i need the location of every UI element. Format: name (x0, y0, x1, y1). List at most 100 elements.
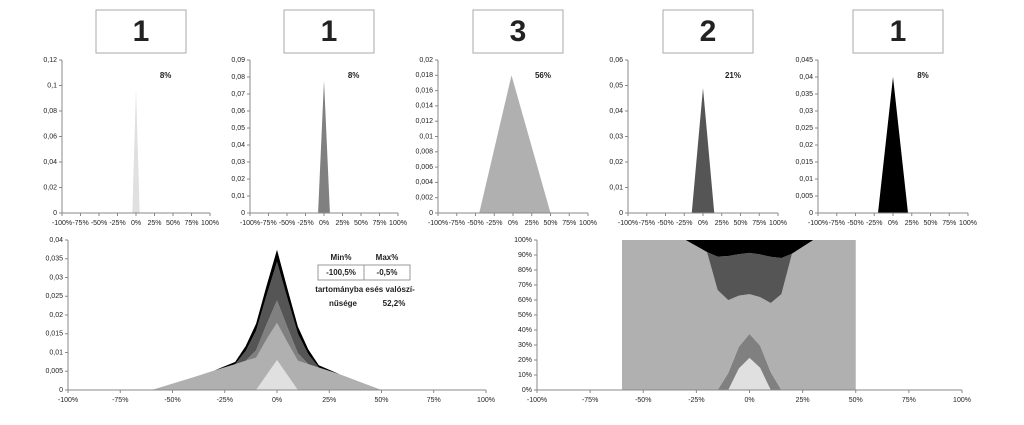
y-tick-label: 0,02 (609, 159, 623, 166)
y-tick-label: 0,04 (49, 237, 63, 244)
x-tick-label: 100% (769, 220, 787, 227)
x-tick-label: -25% (866, 220, 882, 227)
x-tick-label: -25% (486, 220, 502, 227)
y-tick-label: 10% (518, 372, 532, 379)
y-tick-label: 0,05 (609, 82, 623, 89)
x-tick-label: 100% (389, 220, 407, 227)
header-number: 2 (700, 15, 717, 48)
y-tick-label: 0,01 (49, 349, 63, 356)
annotation: 8% (160, 71, 172, 80)
y-tick-label: 0,06 (609, 57, 623, 64)
y-tick-label: 0,01 (419, 133, 433, 140)
y-tick-label: 0,08 (43, 108, 57, 115)
x-tick-label: -50% (279, 220, 295, 227)
header-number: 1 (321, 15, 338, 48)
x-tick-label: -50% (164, 397, 180, 404)
x-tick-label: 25% (905, 220, 919, 227)
x-tick-label: -25% (217, 397, 233, 404)
y-tick-label: 0,01 (609, 184, 623, 191)
annotation: 21% (725, 71, 741, 80)
y-tick-label: 0,005 (795, 193, 813, 200)
x-tick-label: 25% (715, 220, 729, 227)
x-tick-label: 100% (579, 220, 597, 227)
table-text: nűsége (329, 299, 358, 308)
x-tick-label: -50% (635, 397, 651, 404)
y-tick-label: 0,012 (415, 118, 433, 125)
table-text: tartományba esés valószí- (315, 285, 415, 294)
table-value: -0,5% (377, 268, 398, 277)
y-tick-label: 0,09 (231, 57, 245, 64)
y-tick-label: 0,03 (231, 159, 245, 166)
chart: 0 0,002 0,004 0,006 0,008 0,01 0,012 0,014 0,016… (415, 9, 597, 227)
annotation: 56% (535, 71, 551, 80)
table-value: -100,5% (326, 268, 356, 277)
x-tick-label: 50% (374, 397, 388, 404)
x-tick-label: -75% (260, 220, 276, 227)
x-tick-label: 0% (698, 220, 708, 227)
header-number: 1 (133, 15, 150, 48)
y-tick-label: 0,008 (415, 149, 433, 156)
x-tick-label: -50% (657, 220, 673, 227)
area (691, 88, 715, 213)
y-tick-label: 60% (518, 297, 532, 304)
y-tick-label: 0,045 (795, 57, 813, 64)
chart: 0% 10% 20% 30% 40% 50% 60% 70% 80% 90% 100% -100% -7… (514, 237, 971, 404)
x-tick-label: 25% (796, 397, 810, 404)
y-tick-label: 0,014 (415, 103, 433, 110)
y-tick-label: 0,08 (231, 74, 245, 81)
x-tick-label: -50% (91, 220, 107, 227)
chart: 0 0,01 0,02 0,03 0,04 0,05 0,06 -100% -75% -50% -2… (609, 9, 787, 227)
range-table: Min% Max% -100,5% -0,5% tartományba esés… (315, 253, 415, 308)
y-tick-label: 0,002 (415, 195, 433, 202)
table-header: Max% (376, 253, 399, 262)
y-tick-label: 0,016 (415, 87, 433, 94)
y-tick-label: 0,03 (49, 274, 63, 281)
y-tick-label: 0,04 (799, 74, 813, 81)
table-result: 52,2% (383, 299, 406, 308)
x-tick-label: -75% (829, 220, 845, 227)
x-tick-label: 100% (953, 397, 971, 404)
x-tick-label: -100% (428, 220, 448, 227)
x-tick-label: 0% (508, 220, 518, 227)
x-tick-label: -100% (52, 220, 72, 227)
y-tick-label: 0,06 (231, 108, 245, 115)
x-tick-label: 25% (322, 397, 336, 404)
x-tick-label: 75% (902, 397, 916, 404)
y-tick-label: 0,015 (45, 331, 63, 338)
x-tick-label: -25% (676, 220, 692, 227)
x-tick-label: 75% (562, 220, 576, 227)
x-tick-label: 75% (372, 220, 386, 227)
chart: 0 0,005 0,01 0,015 0,02 0,025 0,03 0,035 0,04 0,0… (795, 9, 977, 227)
y-tick-label: 0,035 (795, 91, 813, 98)
y-tick-label: 0,005 (45, 368, 63, 375)
x-tick-label: -25% (297, 220, 313, 227)
x-tick-label: -100% (240, 220, 260, 227)
stacked-area (622, 240, 856, 390)
x-tick-label: 50% (849, 397, 863, 404)
x-tick-label: 50% (733, 220, 747, 227)
stacked-area (151, 322, 382, 390)
y-tick-label: 0,025 (795, 125, 813, 132)
x-tick-label: 75% (427, 397, 441, 404)
y-tick-label: 50% (518, 312, 532, 319)
y-tick-label: 0,02 (43, 184, 57, 191)
x-tick-label: -50% (467, 220, 483, 227)
x-tick-label: -75% (72, 220, 88, 227)
x-tick-label: -50% (847, 220, 863, 227)
y-tick-label: 0,01 (799, 176, 813, 183)
header-number: 3 (510, 15, 527, 48)
x-tick-label: 25% (335, 220, 349, 227)
y-tick-label: 0,025 (45, 293, 63, 300)
header-box (662, 9, 754, 54)
x-tick-label: 0% (319, 220, 329, 227)
table-header: Min% (331, 253, 352, 262)
y-tick-label: 0,018 (415, 72, 433, 79)
stacked-area (622, 357, 856, 390)
y-tick-label: 0,1 (47, 82, 57, 89)
y-tick-label: 100% (514, 237, 532, 244)
area (479, 75, 551, 213)
header-number: 1 (890, 15, 907, 48)
x-tick-label: -25% (688, 397, 704, 404)
header-box (472, 9, 564, 54)
